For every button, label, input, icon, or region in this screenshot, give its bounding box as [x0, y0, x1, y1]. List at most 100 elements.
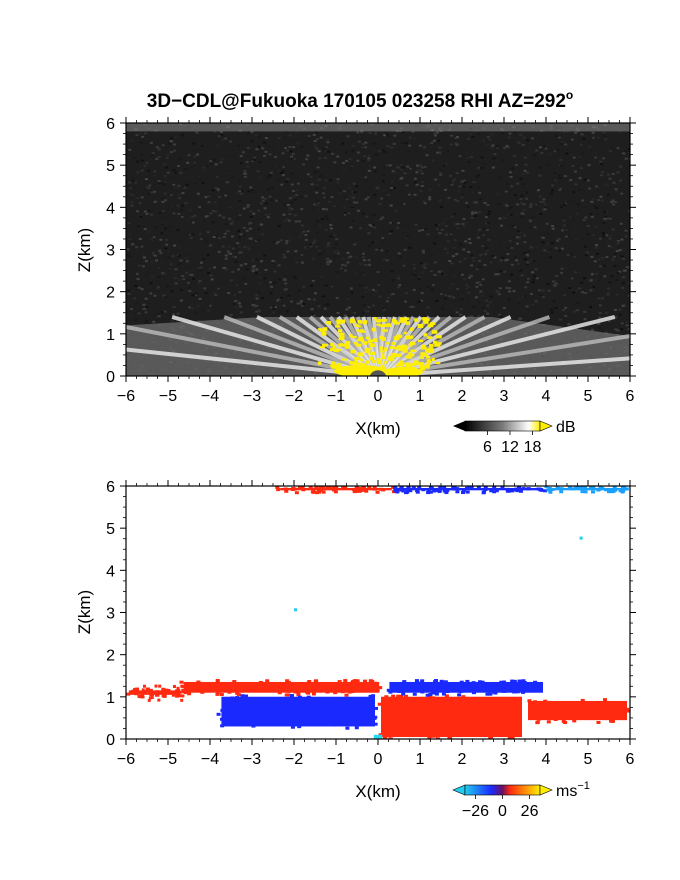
noise-cell — [242, 207, 246, 210]
noise-cell — [236, 242, 240, 245]
noise-cell — [330, 196, 334, 199]
noise-cell — [368, 165, 372, 168]
noise-cell — [624, 292, 628, 295]
noise-cell — [255, 297, 259, 300]
region-cell — [451, 729, 456, 733]
noise-cell — [453, 308, 457, 311]
noise-cell — [177, 279, 181, 282]
noise-cell — [620, 255, 624, 258]
noise-cell — [353, 243, 357, 246]
noise-cell — [161, 223, 165, 226]
noise-cell — [430, 141, 434, 144]
noise-cell — [572, 156, 576, 159]
noise-cell — [394, 210, 398, 213]
noise-cell — [497, 202, 501, 205]
noise-cell — [248, 227, 252, 230]
noise-cell — [335, 238, 339, 241]
region-cell — [328, 714, 333, 718]
region-cell — [434, 692, 439, 696]
noise-cell — [578, 271, 582, 274]
noise-cell — [288, 134, 292, 137]
noise-cell — [531, 271, 535, 274]
region-cell — [297, 687, 302, 691]
region-cell — [340, 690, 345, 694]
strong-echo-cell — [434, 344, 440, 347]
noise-cell — [258, 145, 262, 148]
noise-cell — [147, 322, 151, 325]
noise-cell — [507, 298, 511, 301]
region-cell — [306, 695, 311, 699]
noise-cell — [498, 194, 502, 197]
region-cell — [455, 487, 460, 491]
noise-cell — [619, 135, 623, 138]
noise-cell — [478, 228, 482, 231]
noise-cell — [459, 272, 463, 275]
x-tick-label: 3 — [500, 388, 509, 405]
noise-cell — [419, 262, 423, 265]
noise-cell — [501, 300, 505, 303]
noise-cell — [237, 245, 241, 248]
noise-cell — [464, 230, 468, 233]
noise-cell — [361, 311, 365, 314]
noise-cell — [474, 201, 478, 204]
noise-cell — [204, 215, 208, 218]
reflectivity-colorbar: 6 12 18 dB — [453, 419, 576, 456]
noise-cell — [397, 221, 401, 224]
noise-cell — [465, 156, 469, 159]
noise-cell — [538, 200, 542, 203]
noise-cell — [191, 215, 195, 218]
region-cell — [360, 697, 365, 701]
noise-cell — [579, 143, 583, 146]
noise-cell — [558, 298, 562, 301]
noise-cell — [443, 273, 447, 276]
region-cell — [347, 683, 352, 687]
region-cell — [481, 681, 486, 685]
noise-cell — [573, 271, 577, 274]
noise-cell — [477, 315, 481, 318]
noise-cell — [315, 187, 319, 190]
region-cell — [312, 487, 317, 491]
noise-cell — [563, 290, 567, 293]
noise-cell — [161, 157, 165, 160]
colorbar-tick-label: 26 — [521, 803, 539, 820]
noise-cell — [613, 259, 617, 262]
noise-cell — [509, 173, 513, 176]
noise-cell — [322, 192, 326, 195]
noise-cell — [362, 273, 366, 276]
noise-cell — [373, 170, 377, 173]
region-cell — [217, 685, 222, 689]
noise-cell — [372, 294, 376, 297]
noise-cell — [581, 199, 585, 202]
region-cell — [509, 489, 514, 493]
noise-cell — [195, 292, 199, 295]
noise-cell — [619, 222, 623, 225]
noise-cell — [209, 274, 213, 277]
noise-cell — [208, 267, 212, 270]
noise-cell — [319, 174, 323, 177]
noise-cell — [605, 331, 609, 334]
noise-cell — [288, 146, 292, 149]
region-cell — [572, 719, 577, 723]
strong-echo-cell — [379, 324, 386, 328]
noise-cell — [282, 277, 286, 280]
region-cell — [445, 488, 450, 492]
noise-cell — [207, 250, 211, 253]
noise-cell — [538, 146, 542, 149]
noise-cell — [324, 286, 328, 289]
region-cell — [511, 701, 516, 705]
noise-cell — [389, 189, 393, 192]
noise-cell — [361, 252, 365, 255]
noise-cell — [419, 189, 423, 192]
noise-cell — [500, 132, 504, 135]
noise-cell — [599, 259, 603, 262]
noise-cell — [526, 139, 530, 142]
noise-cell — [595, 207, 599, 210]
region-cell — [372, 486, 377, 490]
noise-cell — [593, 205, 597, 208]
noise-cell — [233, 294, 237, 297]
noise-cell — [449, 181, 453, 184]
noise-cell — [194, 312, 198, 315]
noise-cell — [237, 230, 241, 233]
noise-cell — [238, 291, 242, 294]
noise-cell — [317, 150, 321, 153]
